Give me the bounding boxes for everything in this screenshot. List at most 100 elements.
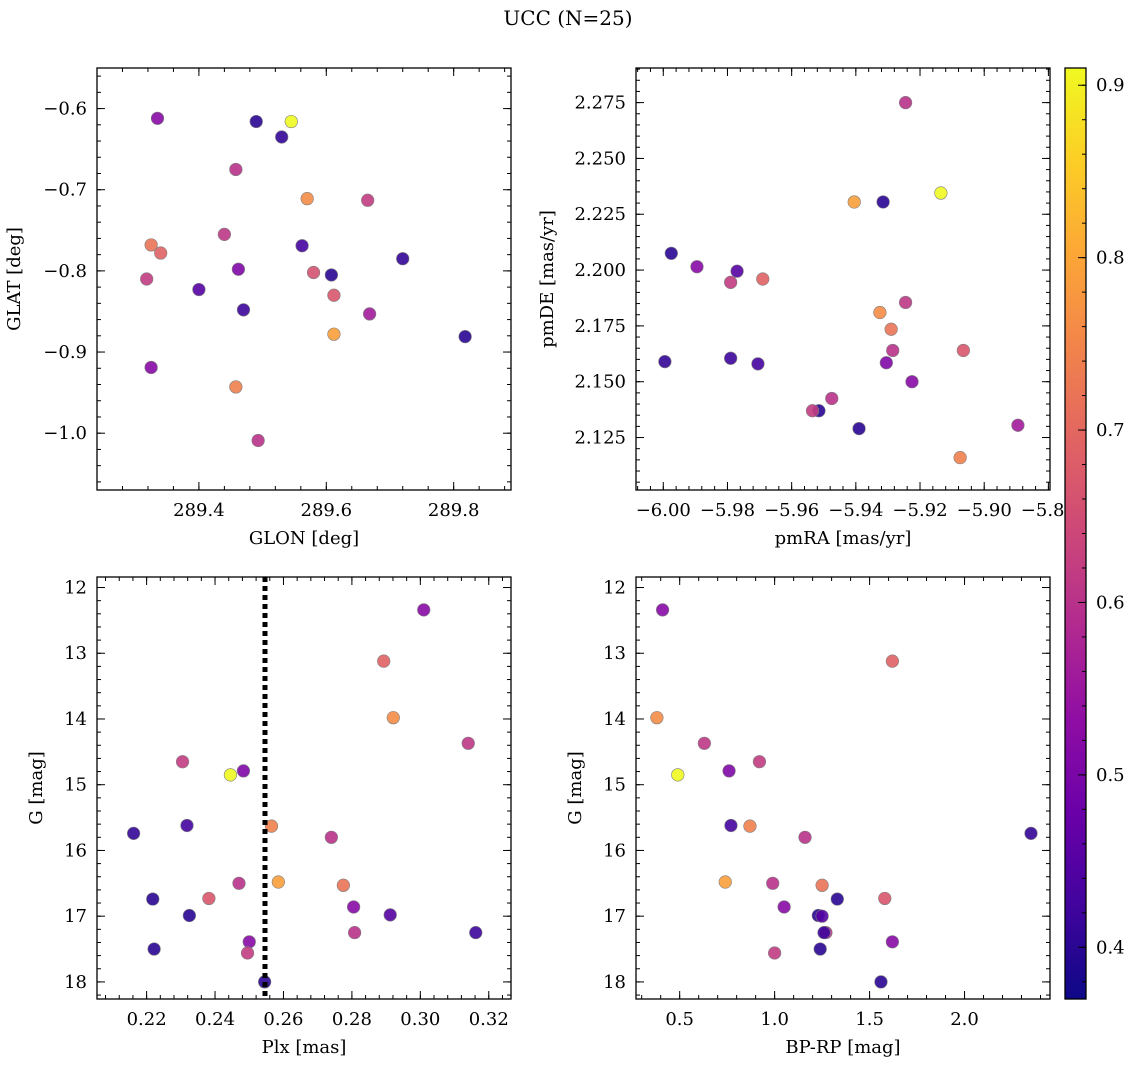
data-point — [240, 946, 255, 960]
data-point — [202, 891, 216, 906]
data-point — [150, 111, 165, 125]
data-point — [324, 830, 338, 844]
x-tick-label: −5.98 — [700, 500, 755, 521]
data-point — [697, 736, 711, 750]
data-point — [879, 356, 893, 370]
data-point — [361, 193, 375, 207]
data-point — [231, 262, 245, 276]
data-point — [469, 926, 483, 940]
x-tick-label: 0.32 — [469, 1009, 509, 1030]
data-point — [658, 355, 672, 369]
data-point — [336, 878, 350, 892]
scatter-points — [140, 111, 472, 448]
y-tick-label: 12 — [64, 578, 87, 599]
figure-title: UCC (N=25) — [503, 6, 633, 30]
x-axis-label: pmRA [mas/yr] — [775, 528, 912, 549]
data-point — [885, 935, 899, 949]
x-tick-label: 2.0 — [950, 1009, 979, 1030]
data-point — [1011, 418, 1025, 432]
data-point — [873, 305, 887, 320]
y-tick-label: 2.275 — [574, 93, 626, 114]
axes-frame — [635, 67, 1051, 491]
data-point — [144, 360, 158, 375]
axis-ticks — [97, 577, 511, 999]
data-point — [756, 272, 770, 286]
colorbar-frame — [1064, 67, 1087, 1000]
data-point — [348, 926, 362, 940]
data-point — [347, 900, 361, 914]
data-point — [768, 946, 782, 960]
x-tick-label: −5.92 — [892, 500, 947, 521]
data-point — [664, 246, 678, 260]
data-point — [383, 908, 397, 922]
y-tick-label: 15 — [603, 775, 626, 796]
x-tick-label: −5.96 — [764, 500, 819, 521]
data-point — [953, 451, 967, 465]
y-axis-label: pmDE [mas/yr] — [537, 210, 558, 348]
colorbar-tick-label: 0.5 — [1096, 765, 1125, 786]
data-point — [417, 603, 431, 617]
data-point — [722, 764, 736, 778]
data-point — [175, 755, 190, 769]
y-tick-label: 13 — [64, 643, 87, 664]
data-point — [147, 942, 161, 956]
data-point — [898, 295, 913, 310]
x-tick-label: 0.30 — [400, 1009, 440, 1030]
data-point — [232, 876, 246, 890]
y-tick-label: −0.9 — [43, 342, 87, 363]
axis-ticks — [636, 68, 1050, 490]
x-tick-label: 289.6 — [301, 500, 353, 521]
data-point — [324, 268, 338, 282]
y-tick-label: 2.200 — [574, 260, 626, 281]
data-point — [182, 908, 196, 923]
scatter-points — [658, 96, 1025, 465]
y-tick-label: 13 — [603, 643, 626, 664]
data-point — [655, 603, 670, 617]
data-point — [743, 819, 757, 833]
data-point — [798, 830, 812, 844]
x-axis-label: BP-RP [mag] — [785, 1037, 900, 1058]
data-point — [751, 357, 765, 371]
data-point — [876, 195, 890, 209]
axes-frame — [96, 67, 512, 491]
data-point — [264, 819, 279, 833]
axes-frame — [635, 576, 1051, 1000]
x-tick-label: 0.26 — [263, 1009, 303, 1030]
y-tick-label: −0.7 — [43, 180, 87, 201]
data-point — [458, 330, 472, 344]
data-point — [275, 130, 289, 144]
data-point — [1024, 826, 1038, 840]
data-point — [817, 926, 831, 940]
y-tick-label: 16 — [603, 840, 626, 861]
data-point — [690, 260, 704, 274]
y-tick-label: 2.225 — [574, 204, 626, 225]
data-point — [671, 768, 685, 782]
y-tick-label: 16 — [64, 840, 87, 861]
y-tick-label: 2.150 — [574, 372, 626, 393]
colorbar-tick-label: 0.6 — [1096, 592, 1125, 613]
colorbar-gradient — [1065, 68, 1086, 999]
y-tick-label: 14 — [603, 709, 626, 730]
x-tick-label: −5.94 — [828, 500, 883, 521]
data-point — [718, 875, 732, 889]
x-tick-label: −5.88 — [1021, 500, 1076, 521]
data-point — [884, 322, 898, 336]
data-point — [251, 433, 265, 448]
data-point — [236, 764, 251, 778]
colorbar-tick-label: 0.7 — [1096, 420, 1125, 441]
y-tick-label: 2.125 — [574, 428, 626, 449]
data-point — [852, 421, 866, 436]
y-tick-label: 17 — [64, 906, 87, 927]
colorbar-tick-label: 0.8 — [1096, 248, 1125, 269]
x-tick-label: 0.24 — [195, 1009, 235, 1030]
data-point — [127, 826, 141, 840]
y-tick-label: 18 — [64, 972, 87, 993]
y-tick-label: 2.175 — [574, 316, 626, 337]
panel-pmra-pmde: −6.00 −5.98 −5.96 −5.94 −5.92 −5.90 −5.88 2.125… — [537, 67, 1076, 549]
x-axis-label: Plx [mas] — [262, 1037, 347, 1058]
data-point — [249, 114, 263, 129]
data-point — [146, 892, 160, 906]
colorbar-tick-label: 0.4 — [1096, 937, 1125, 958]
data-point — [284, 114, 298, 129]
